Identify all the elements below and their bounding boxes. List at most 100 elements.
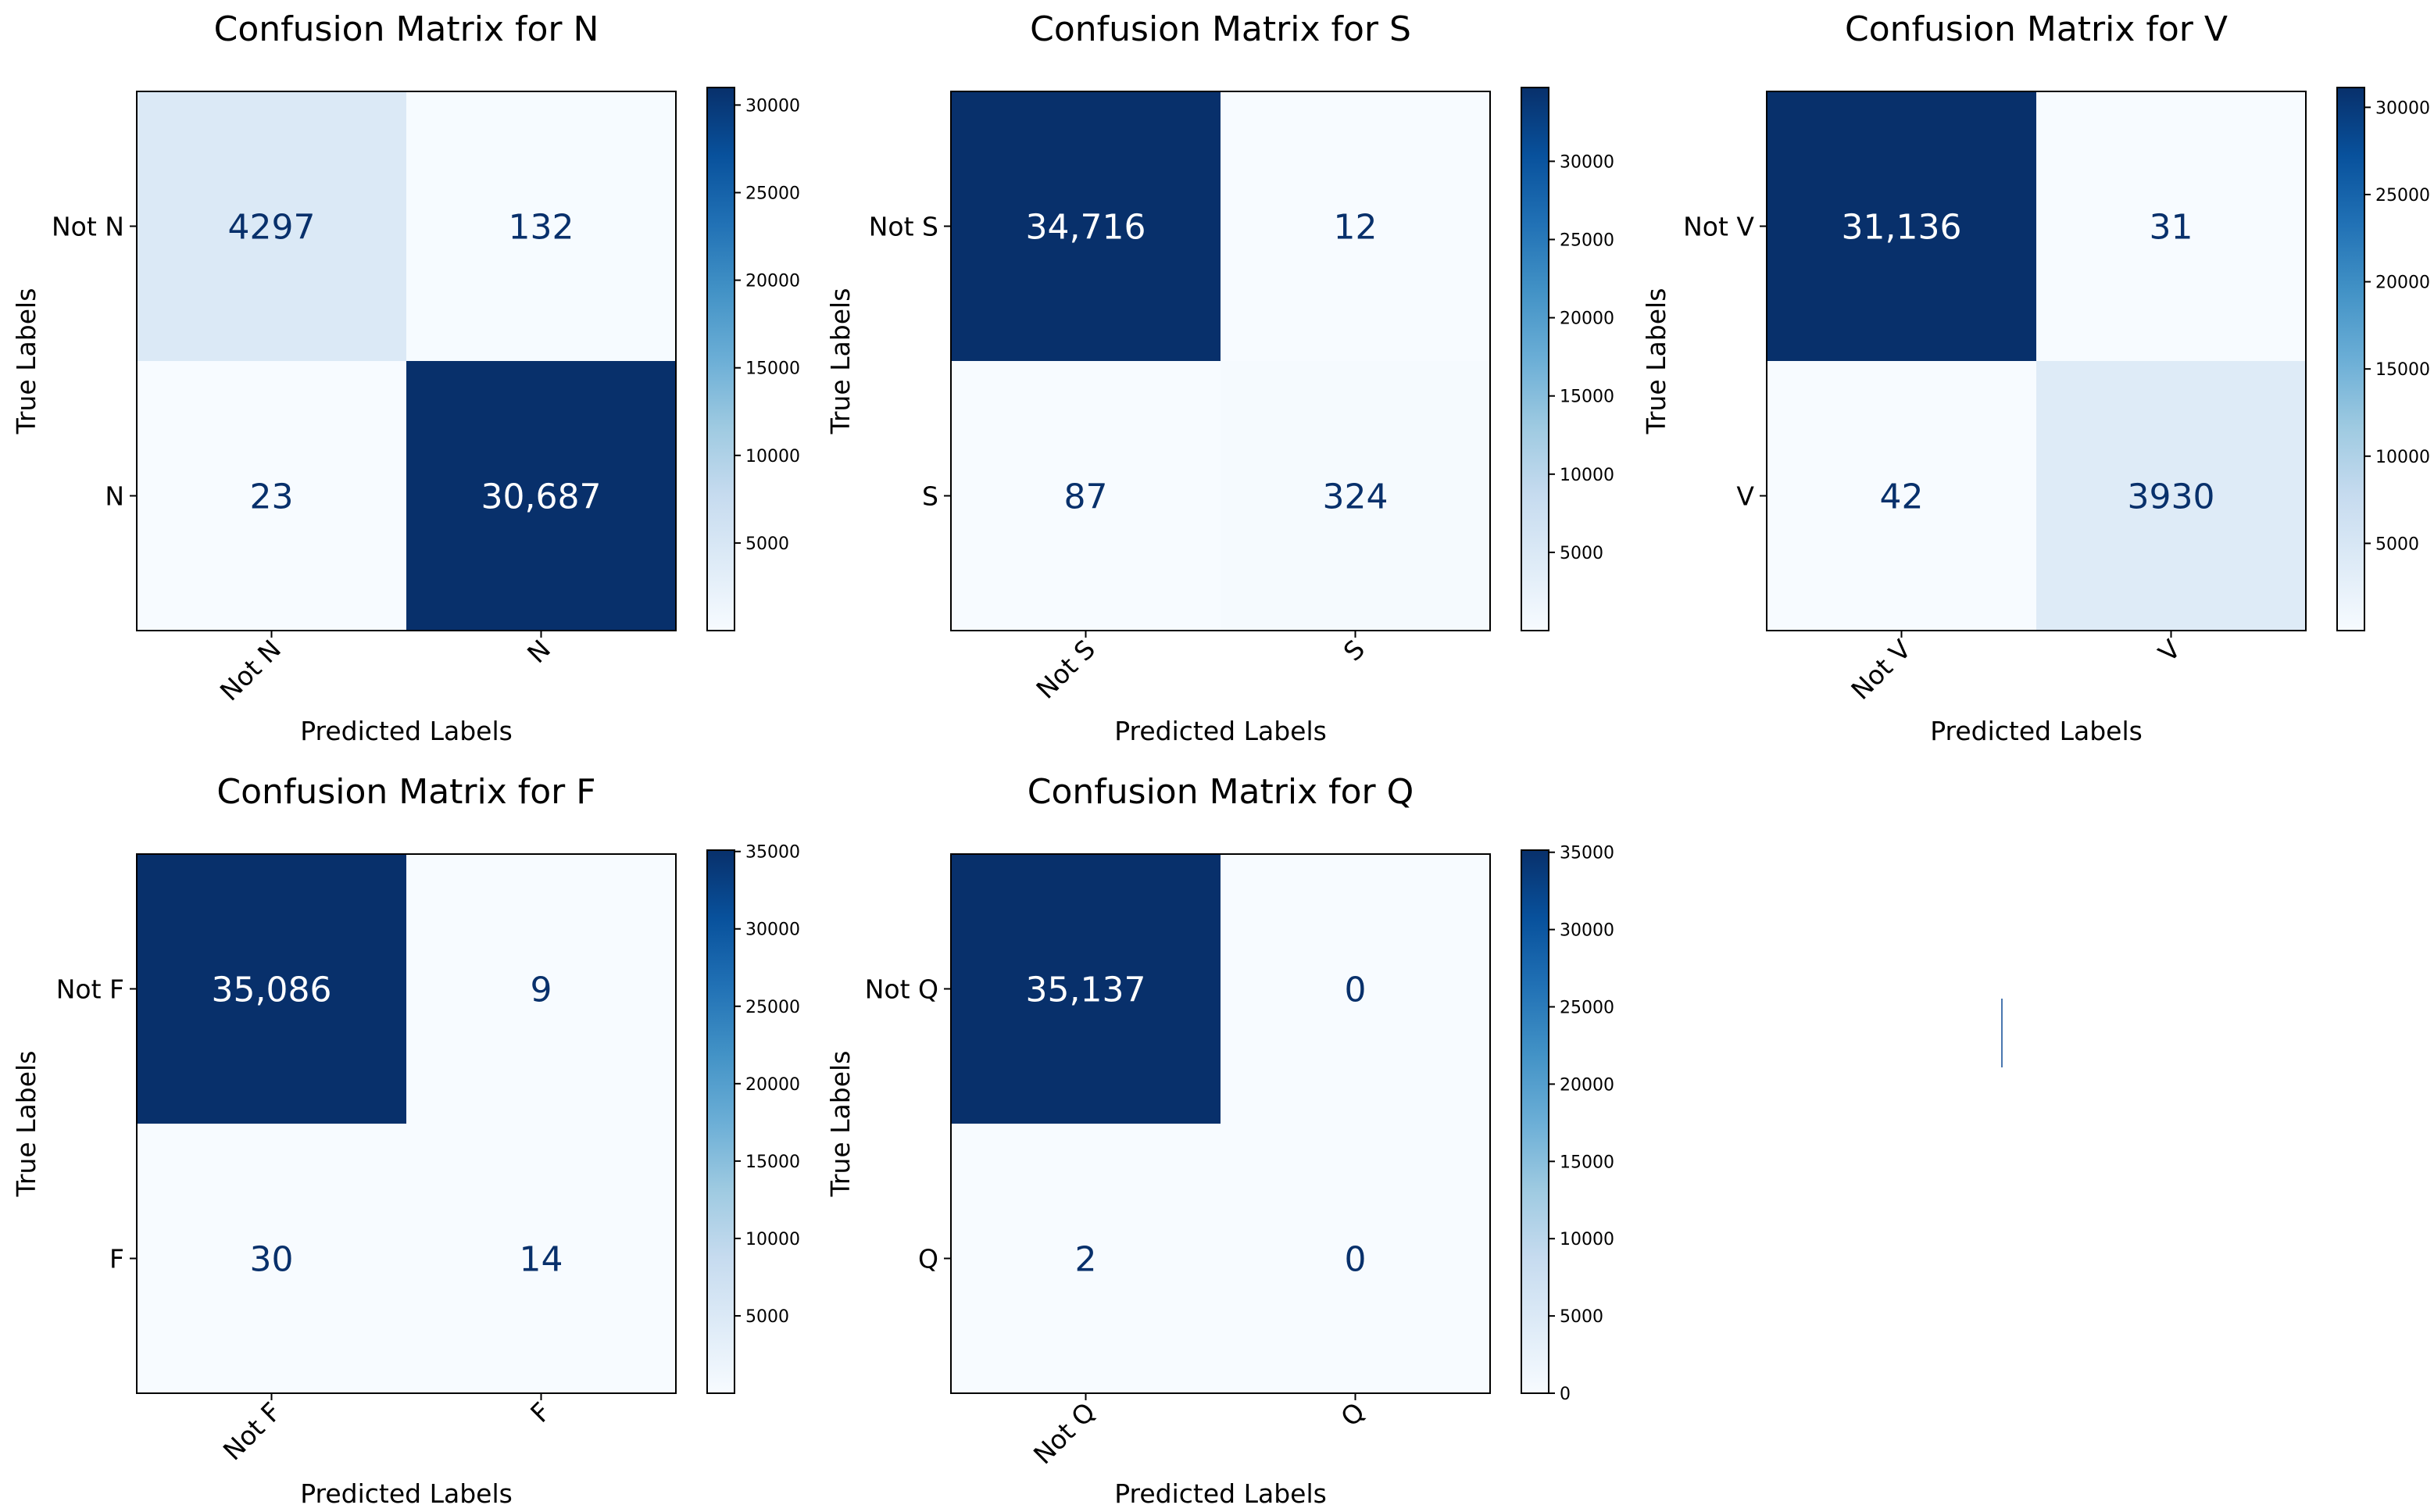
colorbar-tick-label: 15000 bbox=[1560, 1153, 1614, 1172]
colorbar bbox=[706, 849, 735, 1394]
matrix-cell bbox=[406, 91, 676, 361]
colorbar-tick-label: 30000 bbox=[1560, 152, 1614, 172]
y-tick-label: Not F bbox=[56, 974, 124, 1005]
x-tick-label: V bbox=[2153, 634, 2187, 668]
colorbar-tick-label: 35000 bbox=[1560, 844, 1614, 863]
x-tick-label: Not Q bbox=[1028, 1396, 1101, 1470]
cell-value-label: 35,137 bbox=[1026, 970, 1146, 1010]
matrix-cell bbox=[2036, 361, 2306, 631]
matrix-cell bbox=[1221, 854, 1490, 1124]
axes-frame bbox=[136, 91, 677, 631]
colorbar-tick-label: 25000 bbox=[1560, 231, 1614, 251]
colorbar-tick-label: 10000 bbox=[1560, 1230, 1614, 1249]
x-tick-label: Not V bbox=[1845, 634, 1917, 706]
y-tick-label: V bbox=[1736, 481, 1754, 512]
cell-value-label: 34,716 bbox=[1026, 208, 1146, 248]
colorbar-tick-label: 35000 bbox=[745, 843, 800, 863]
matrix-cell bbox=[406, 1124, 676, 1393]
x-axis-label: Predicted Labels bbox=[1930, 716, 2143, 746]
cell-value-label: 31 bbox=[2150, 208, 2193, 248]
colorbar-tick-label: 25000 bbox=[745, 184, 800, 204]
confusion-matrix-panel-4: 35,086 9 30 14 Confusion Matrix for F Not F F N… bbox=[11, 772, 800, 1509]
cell-value-label: 4297 bbox=[228, 208, 316, 248]
x-tick-label: Not S bbox=[1030, 634, 1101, 705]
colorbar-tick-label: 25000 bbox=[1560, 999, 1614, 1018]
cell-value-label: 12 bbox=[1334, 208, 1378, 248]
matrix-cell bbox=[1221, 91, 1490, 361]
colorbar-tick-label: 10000 bbox=[745, 447, 800, 466]
chart-title: Confusion Matrix for F bbox=[216, 772, 595, 812]
matrix-cell bbox=[137, 854, 406, 1124]
colorbar bbox=[2336, 87, 2365, 631]
colorbar bbox=[1521, 87, 1549, 631]
colorbar-tick-label: 30000 bbox=[2375, 98, 2430, 118]
x-tick-label: Not N bbox=[214, 634, 287, 706]
colorbar-tick-label: 15000 bbox=[2375, 360, 2430, 380]
chart-title: Confusion Matrix for Q bbox=[1028, 772, 1414, 812]
cell-value-label: 30 bbox=[250, 1240, 294, 1280]
cell-value-label: 3930 bbox=[2128, 477, 2215, 517]
cell-value-label: 2 bbox=[1075, 1240, 1097, 1280]
confusion-matrix-panel-2: 34,716 12 87 324 Confusion Matrix for S Not S… bbox=[825, 9, 1614, 746]
matrix-cell bbox=[951, 1124, 1221, 1393]
confusion-matrix-panel-1: 4297 132 23 30,687 Confusion Matrix for N Not… bbox=[11, 9, 800, 746]
cell-value-label: 9 bbox=[531, 970, 552, 1010]
colorbar-tick-label: 15000 bbox=[745, 1153, 800, 1172]
y-axis-label: True Labels bbox=[825, 1051, 856, 1198]
cell-value-label: 42 bbox=[1880, 477, 1924, 517]
matrix-cell bbox=[406, 361, 676, 631]
y-tick-label: Not Q bbox=[865, 974, 938, 1005]
x-axis-label: Predicted Labels bbox=[300, 716, 513, 746]
x-tick-label: F bbox=[524, 1396, 556, 1428]
matrix-cell bbox=[951, 91, 1221, 361]
cell-value-label: 87 bbox=[1064, 477, 1108, 517]
confusion-matrix-panel-3: 31,136 31 42 3930 Confusion Matrix for V Not … bbox=[1641, 9, 2430, 746]
x-tick-label: Q bbox=[1335, 1396, 1371, 1432]
colorbar-tick-label: 30000 bbox=[1560, 921, 1614, 941]
matrix-cell bbox=[137, 361, 406, 631]
colorbar-tick-label: 25000 bbox=[2375, 186, 2430, 206]
matrix-cell bbox=[951, 361, 1221, 631]
colorbar-tick-label: 5000 bbox=[2375, 534, 2419, 554]
axes-frame bbox=[950, 91, 1491, 631]
colorbar-tick-label: 20000 bbox=[745, 272, 800, 291]
colorbar bbox=[1521, 849, 1549, 1394]
cell-value-label: 30,687 bbox=[481, 477, 602, 517]
y-tick-label: S bbox=[922, 481, 938, 512]
chart-title: Confusion Matrix for S bbox=[1030, 9, 1411, 49]
colorbar bbox=[706, 87, 735, 631]
matrix-cell bbox=[1221, 361, 1490, 631]
colorbar-tick-label: 20000 bbox=[1560, 1075, 1614, 1095]
y-axis-label: True Labels bbox=[11, 288, 41, 435]
colorbar-tick-label: 0 bbox=[1560, 1385, 1571, 1404]
y-tick-label: Q bbox=[918, 1244, 938, 1274]
cell-value-label: 14 bbox=[520, 1240, 563, 1280]
matrix-cell bbox=[1221, 1124, 1490, 1393]
colorbar-tick-label: 5000 bbox=[745, 1307, 789, 1327]
y-tick-label: Not N bbox=[52, 212, 124, 242]
matrix-cell bbox=[951, 854, 1221, 1124]
colorbar-tick-label: 15000 bbox=[1560, 388, 1614, 407]
axes-frame bbox=[950, 853, 1491, 1394]
y-axis-label: True Labels bbox=[11, 1051, 41, 1198]
colorbar-tick-label: 20000 bbox=[745, 1075, 800, 1095]
colorbar-tick-label: 5000 bbox=[745, 534, 789, 554]
matrix-cell bbox=[2036, 91, 2306, 361]
y-tick-label: Not V bbox=[1683, 212, 1754, 242]
y-axis-label: True Labels bbox=[825, 288, 856, 435]
x-axis-label: Predicted Labels bbox=[300, 1478, 513, 1509]
colorbar-tick-label: 25000 bbox=[745, 998, 800, 1017]
axes-frame bbox=[136, 853, 677, 1394]
x-axis-label: Predicted Labels bbox=[1114, 1478, 1327, 1509]
colorbar-tick-label: 5000 bbox=[1560, 1307, 1603, 1327]
colorbar-tick-label: 10000 bbox=[1560, 466, 1614, 485]
matrix-cell bbox=[1767, 361, 2036, 631]
y-axis-label: True Labels bbox=[1641, 288, 1671, 435]
colorbar-tick-label: 10000 bbox=[745, 1230, 800, 1249]
cell-value-label: 132 bbox=[509, 208, 574, 248]
y-tick-label: N bbox=[105, 481, 124, 512]
cell-value-label: 35,086 bbox=[212, 970, 332, 1010]
x-axis-label: Predicted Labels bbox=[1114, 716, 1327, 746]
matrix-cell bbox=[137, 91, 406, 361]
colorbar-tick-label: 20000 bbox=[2375, 273, 2430, 293]
